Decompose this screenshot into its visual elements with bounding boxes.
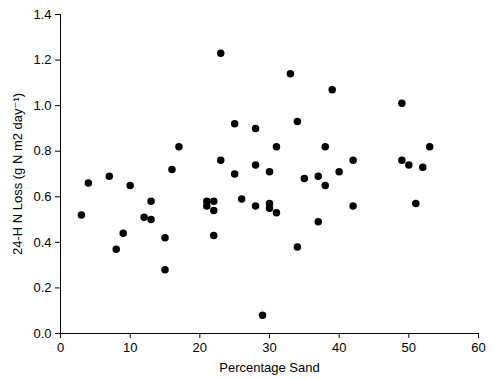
svg-text:50: 50 [402, 340, 416, 355]
svg-text:0.6: 0.6 [33, 189, 51, 204]
svg-text:0.0: 0.0 [33, 326, 51, 341]
svg-text:1.2: 1.2 [33, 52, 51, 67]
svg-text:0.2: 0.2 [33, 280, 51, 295]
svg-text:40: 40 [332, 340, 346, 355]
svg-text:60: 60 [471, 340, 485, 355]
svg-text:10: 10 [123, 340, 137, 355]
svg-text:0.8: 0.8 [33, 143, 51, 158]
svg-text:1.0: 1.0 [33, 98, 51, 113]
svg-text:24-H N Loss (g N m2 day⁻¹): 24-H N Loss (g N m2 day⁻¹) [10, 93, 25, 255]
svg-text:0.4: 0.4 [33, 235, 51, 250]
svg-text:0: 0 [57, 340, 64, 355]
svg-text:20: 20 [193, 340, 207, 355]
svg-text:1.4: 1.4 [33, 7, 51, 22]
svg-text:Percentage Sand: Percentage Sand [219, 360, 319, 375]
svg-text:30: 30 [262, 340, 276, 355]
